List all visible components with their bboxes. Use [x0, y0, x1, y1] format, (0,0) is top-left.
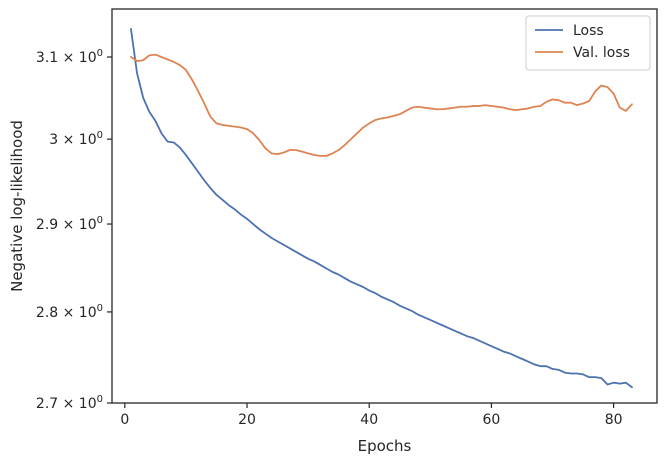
series-layer: [130, 27, 633, 389]
legend-label-2: Val. loss: [573, 45, 630, 61]
legend-label-1: Loss: [573, 23, 604, 39]
y-tick-label: 2.9 × 100: [36, 215, 103, 233]
x-axis: 0 20 40 60 80: [120, 403, 623, 428]
x-tick-label: 80: [605, 412, 623, 428]
y-tick-label: 3 × 100: [49, 130, 103, 148]
x-tick-label: 60: [483, 412, 501, 428]
x-tick-label: 40: [360, 412, 378, 428]
y-axis-label: Negative log-likelihood: [8, 120, 26, 292]
series-line-1: [130, 27, 633, 389]
y-tick-label: 3.1 × 100: [36, 48, 103, 66]
legend: Loss Val. loss: [525, 15, 651, 71]
x-tick-label: 0: [120, 412, 129, 428]
plot-frame: [111, 8, 658, 404]
y-tick-label: 2.8 × 100: [36, 303, 103, 321]
y-tick-label: 2.7 × 100: [36, 394, 103, 412]
y-axis: 2.7 × 100 2.8 × 100 2.9 × 100 3 × 100 3.1 × …: [36, 48, 112, 412]
series-line-2: [130, 53, 633, 157]
x-tick-label: 20: [238, 412, 256, 428]
x-axis-label: Epochs: [358, 437, 412, 455]
